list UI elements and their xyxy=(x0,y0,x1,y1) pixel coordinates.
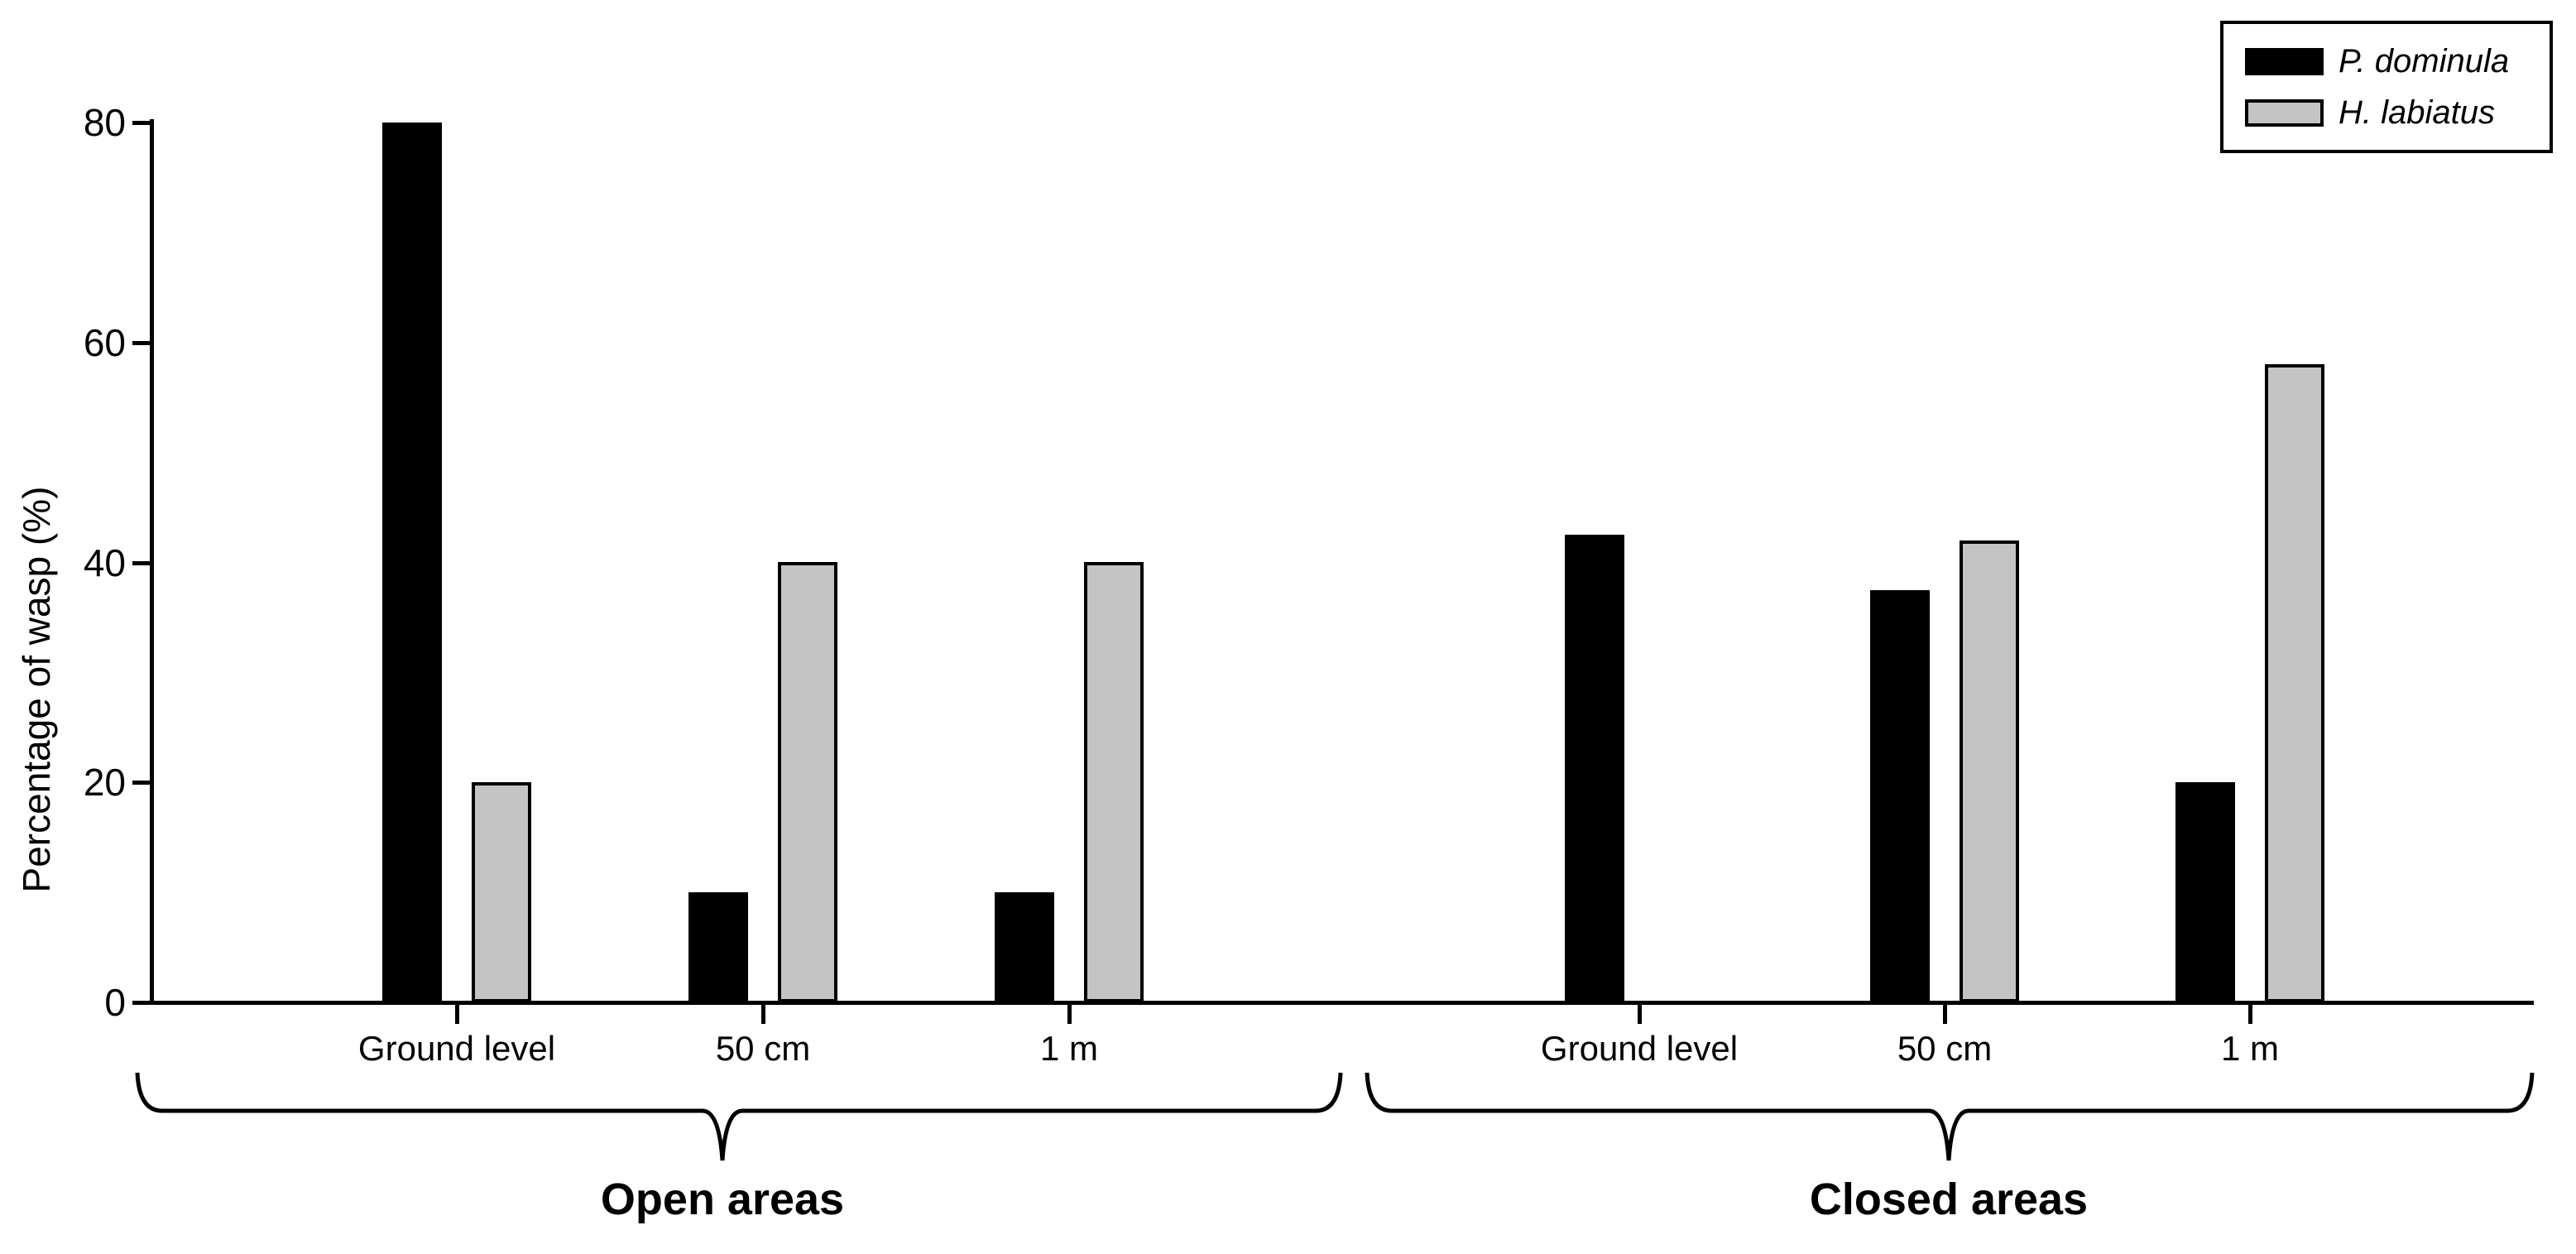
bar-open-areas-ground-level-p-dominula xyxy=(382,123,442,1002)
bar-open-areas-1-m-p-dominula xyxy=(995,892,1054,1002)
x-tick-open-50cm xyxy=(761,1004,765,1024)
category-label-open-ground: Ground level xyxy=(357,1029,556,1068)
legend-swatch-h-labiatus xyxy=(2245,98,2324,127)
bar-closed-areas-1-m-h-labiatus xyxy=(2265,364,2324,1002)
group-label-closed-areas: Closed areas xyxy=(1809,1175,2089,1224)
x-tick-open-ground xyxy=(455,1004,459,1024)
bar-closed-areas-50-cm-p-dominula xyxy=(1870,590,1930,1002)
category-label-closed-50cm: 50 cm xyxy=(1897,1029,1993,1068)
closed-areas-bracket xyxy=(1365,1072,2535,1161)
bar-open-areas-50-cm-h-labiatus xyxy=(778,562,837,1002)
y-tick-80 xyxy=(132,121,153,125)
category-label-open-1m: 1 m xyxy=(1039,1029,1099,1068)
legend: P. dominula H. labiatus xyxy=(2220,21,2553,153)
x-tick-closed-1m xyxy=(2248,1004,2252,1024)
x-tick-closed-ground xyxy=(1638,1004,1642,1024)
bar-open-areas-50-cm-p-dominula xyxy=(688,892,748,1002)
y-tick-label: 20 xyxy=(83,761,126,804)
legend-row: P. dominula xyxy=(2245,45,2550,78)
category-label-closed-ground: Ground level xyxy=(1540,1029,1739,1068)
legend-row: H. labiatus xyxy=(2245,96,2550,129)
y-tick-label: 80 xyxy=(83,101,126,144)
bar-open-areas-ground-level-h-labiatus xyxy=(472,782,531,1002)
y-tick-0 xyxy=(132,1001,153,1005)
y-tick-40 xyxy=(132,561,153,565)
x-tick-open-1m xyxy=(1067,1004,1072,1024)
bar-closed-areas-ground-level-p-dominula xyxy=(1565,535,1624,1002)
y-tick-label: 40 xyxy=(83,541,126,584)
bar-open-areas-1-m-h-labiatus xyxy=(1084,562,1144,1002)
y-tick-20 xyxy=(132,781,153,785)
category-label-open-50cm: 50 cm xyxy=(715,1029,811,1068)
y-axis-title: Percentage of wasp (%) xyxy=(15,486,58,893)
x-tick-closed-50cm xyxy=(1943,1004,1947,1024)
category-label-closed-1m: 1 m xyxy=(2220,1029,2280,1068)
legend-label-p-dominula: P. dominula xyxy=(2339,43,2510,79)
y-tick-60 xyxy=(132,341,153,345)
bar-closed-areas-1-m-p-dominula xyxy=(2175,782,2235,1002)
open-areas-bracket xyxy=(135,1072,1343,1161)
x-axis-line xyxy=(135,1001,2534,1005)
group-label-open-areas: Open areas xyxy=(600,1175,845,1224)
legend-swatch-p-dominula xyxy=(2245,47,2324,75)
y-tick-label: 60 xyxy=(83,321,126,364)
y-tick-label: 0 xyxy=(104,981,126,1024)
bar-closed-areas-50-cm-h-labiatus xyxy=(1960,541,2019,1002)
legend-label-h-labiatus: H. labiatus xyxy=(2339,94,2495,131)
